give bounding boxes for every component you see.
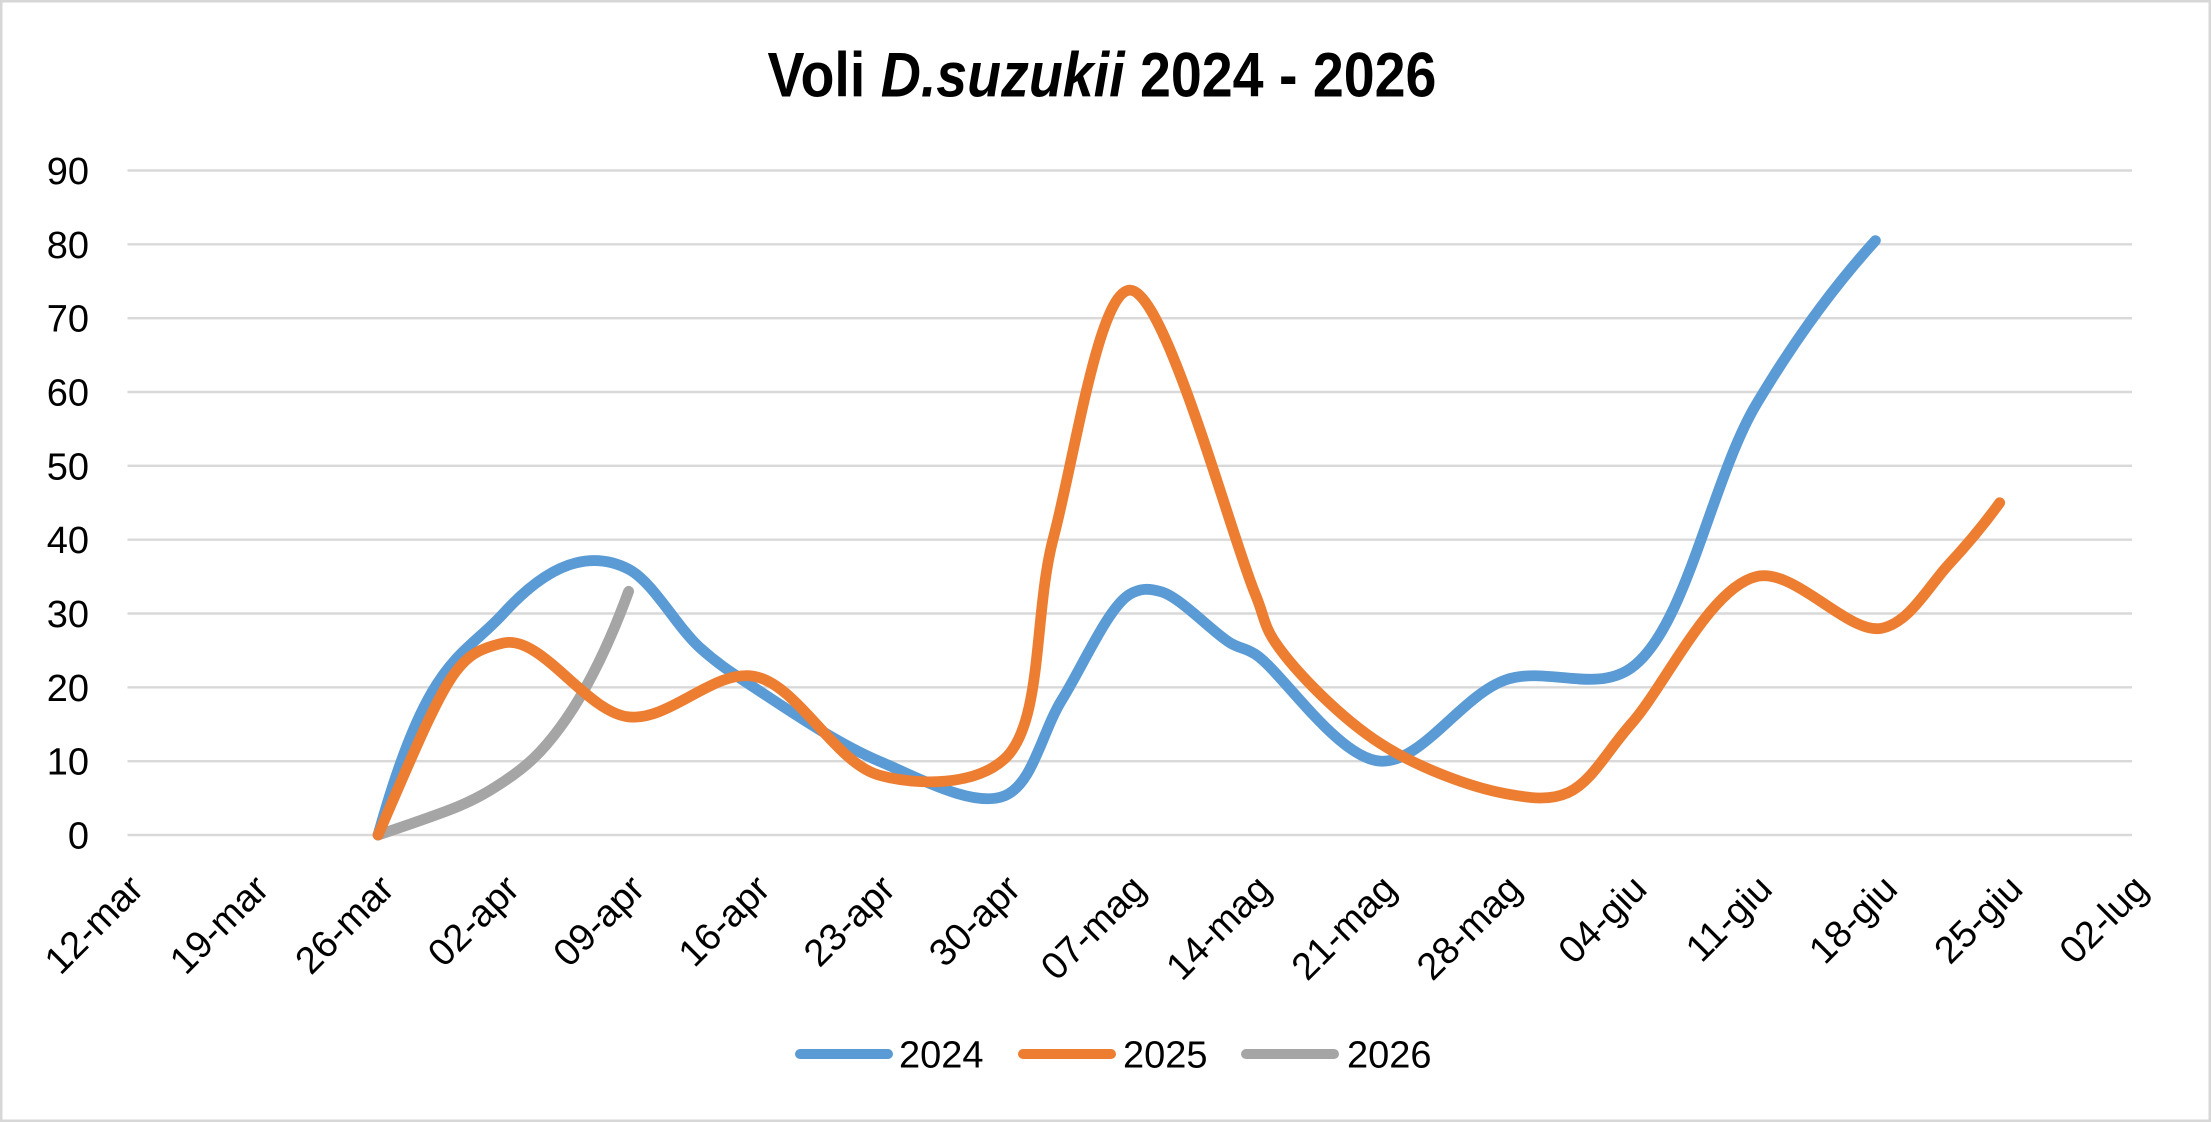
svg-text:2025: 2025: [1123, 1035, 1208, 1077]
svg-text:20: 20: [47, 668, 89, 710]
svg-text:0: 0: [68, 816, 89, 858]
svg-text:70: 70: [47, 299, 89, 341]
svg-text:Voli D.suzukii 2024 - 2026: Voli D.suzukii 2024 - 2026: [768, 39, 1437, 110]
svg-text:10: 10: [47, 742, 89, 784]
svg-text:90: 90: [47, 151, 89, 193]
svg-text:2026: 2026: [1347, 1035, 1432, 1077]
svg-text:80: 80: [47, 225, 89, 267]
svg-text:2024: 2024: [899, 1035, 984, 1077]
svg-text:40: 40: [47, 520, 89, 562]
svg-text:50: 50: [47, 446, 89, 488]
svg-text:60: 60: [47, 373, 89, 415]
svg-text:30: 30: [47, 594, 89, 636]
